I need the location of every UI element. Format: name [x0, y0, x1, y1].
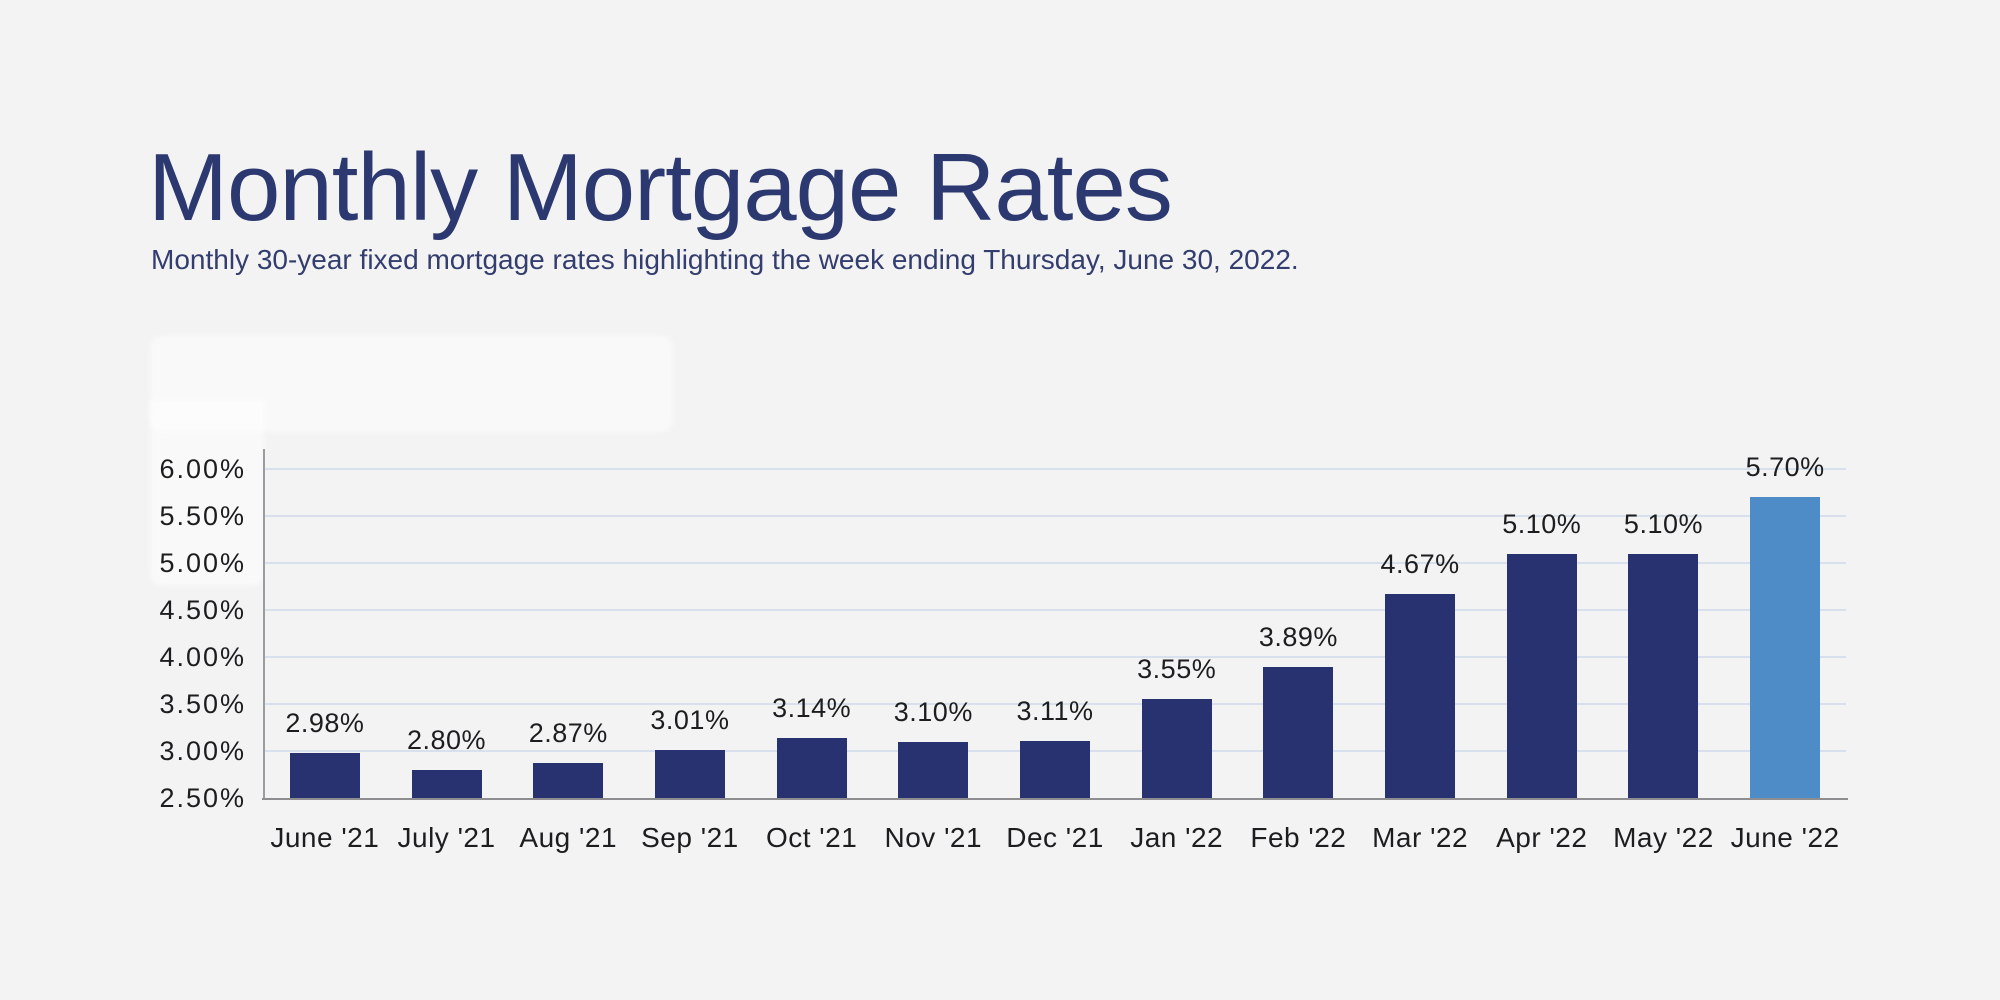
bar-june-21 — [289, 752, 360, 798]
gridline-4-00 — [264, 656, 1846, 658]
y-tick-label-2-50: 2.50% — [159, 783, 246, 813]
x-tick-label-dec-21: Dec '21 — [1006, 822, 1104, 853]
bar-value-label-may-22: 5.10% — [1623, 508, 1703, 539]
x-tick-label-june-21: June '21 — [270, 822, 380, 853]
bar-nov-21 — [898, 741, 969, 798]
bar-sep-21 — [654, 750, 725, 798]
x-tick-label-mar-22: Mar '22 — [1372, 822, 1469, 853]
y-tick-label-4-00: 4.00% — [159, 642, 246, 672]
x-tick-label-nov-21: Nov '21 — [884, 822, 983, 853]
bar-mar-22 — [1385, 594, 1456, 798]
x-tick-label-feb-22: Feb '22 — [1250, 822, 1347, 853]
y-tick-label-6-00: 6.00% — [159, 454, 246, 484]
gridline-5-00 — [264, 562, 1846, 564]
chart-subtitle: Monthly 30-year fixed mortgage rates hig… — [151, 244, 1299, 275]
bar-may-22 — [1628, 553, 1699, 798]
bar-value-label-june-22: 5.70% — [1745, 452, 1825, 483]
bar-oct-21 — [776, 737, 847, 798]
x-tick-label-oct-21: Oct '21 — [765, 822, 858, 853]
chart-title: Monthly Mortgage Rates — [148, 134, 1173, 241]
x-tick-label-jan-22: Jan '22 — [1130, 822, 1224, 853]
x-axis-line — [262, 798, 1848, 800]
bar-value-label-oct-21: 3.14% — [772, 692, 852, 723]
x-tick-label-sep-21: Sep '21 — [641, 822, 739, 853]
x-tick-label-apr-22: Apr '22 — [1496, 822, 1588, 853]
bar-value-label-aug-21: 2.87% — [528, 718, 608, 749]
x-tick-label-may-22: May '22 — [1613, 822, 1714, 853]
bar-value-label-feb-22: 3.89% — [1258, 622, 1338, 653]
bar-value-label-june-21: 2.98% — [285, 707, 365, 738]
y-tick-label-4-50: 4.50% — [159, 595, 246, 625]
y-tick-label-5-00: 5.00% — [159, 548, 246, 578]
y-tick-label-3-00: 3.00% — [159, 736, 246, 766]
bar-value-label-mar-22: 4.67% — [1380, 549, 1460, 580]
gridline-4-50 — [264, 609, 1846, 611]
gridline-5-50 — [264, 515, 1846, 517]
bar-june-22 — [1750, 497, 1821, 798]
gridline-3-50 — [264, 703, 1846, 705]
x-tick-label-june-22: June '22 — [1730, 822, 1840, 853]
bar-jan-22 — [1141, 699, 1212, 798]
bar-value-label-july-21: 2.80% — [407, 724, 487, 755]
background-highlight-panel — [150, 400, 264, 586]
x-tick-label-july-21: July '21 — [397, 822, 496, 853]
y-tick-label-5-50: 5.50% — [159, 501, 246, 531]
bar-apr-22 — [1506, 553, 1577, 798]
gridline-6-00 — [264, 468, 1846, 470]
bar-feb-22 — [1263, 667, 1334, 798]
x-tick-label-aug-21: Aug '21 — [519, 822, 618, 853]
bar-value-label-nov-21: 3.10% — [893, 696, 973, 727]
bar-value-label-jan-22: 3.55% — [1137, 654, 1217, 685]
bar-value-label-sep-21: 3.01% — [650, 705, 730, 736]
y-axis-line — [263, 449, 265, 800]
y-tick-label-3-50: 3.50% — [159, 689, 246, 719]
bar-aug-21 — [533, 763, 604, 798]
bar-july-21 — [411, 769, 482, 798]
bar-value-label-apr-22: 5.10% — [1502, 508, 1582, 539]
bar-dec-21 — [1020, 740, 1090, 798]
bar-value-label-dec-21: 3.11% — [1016, 695, 1094, 726]
